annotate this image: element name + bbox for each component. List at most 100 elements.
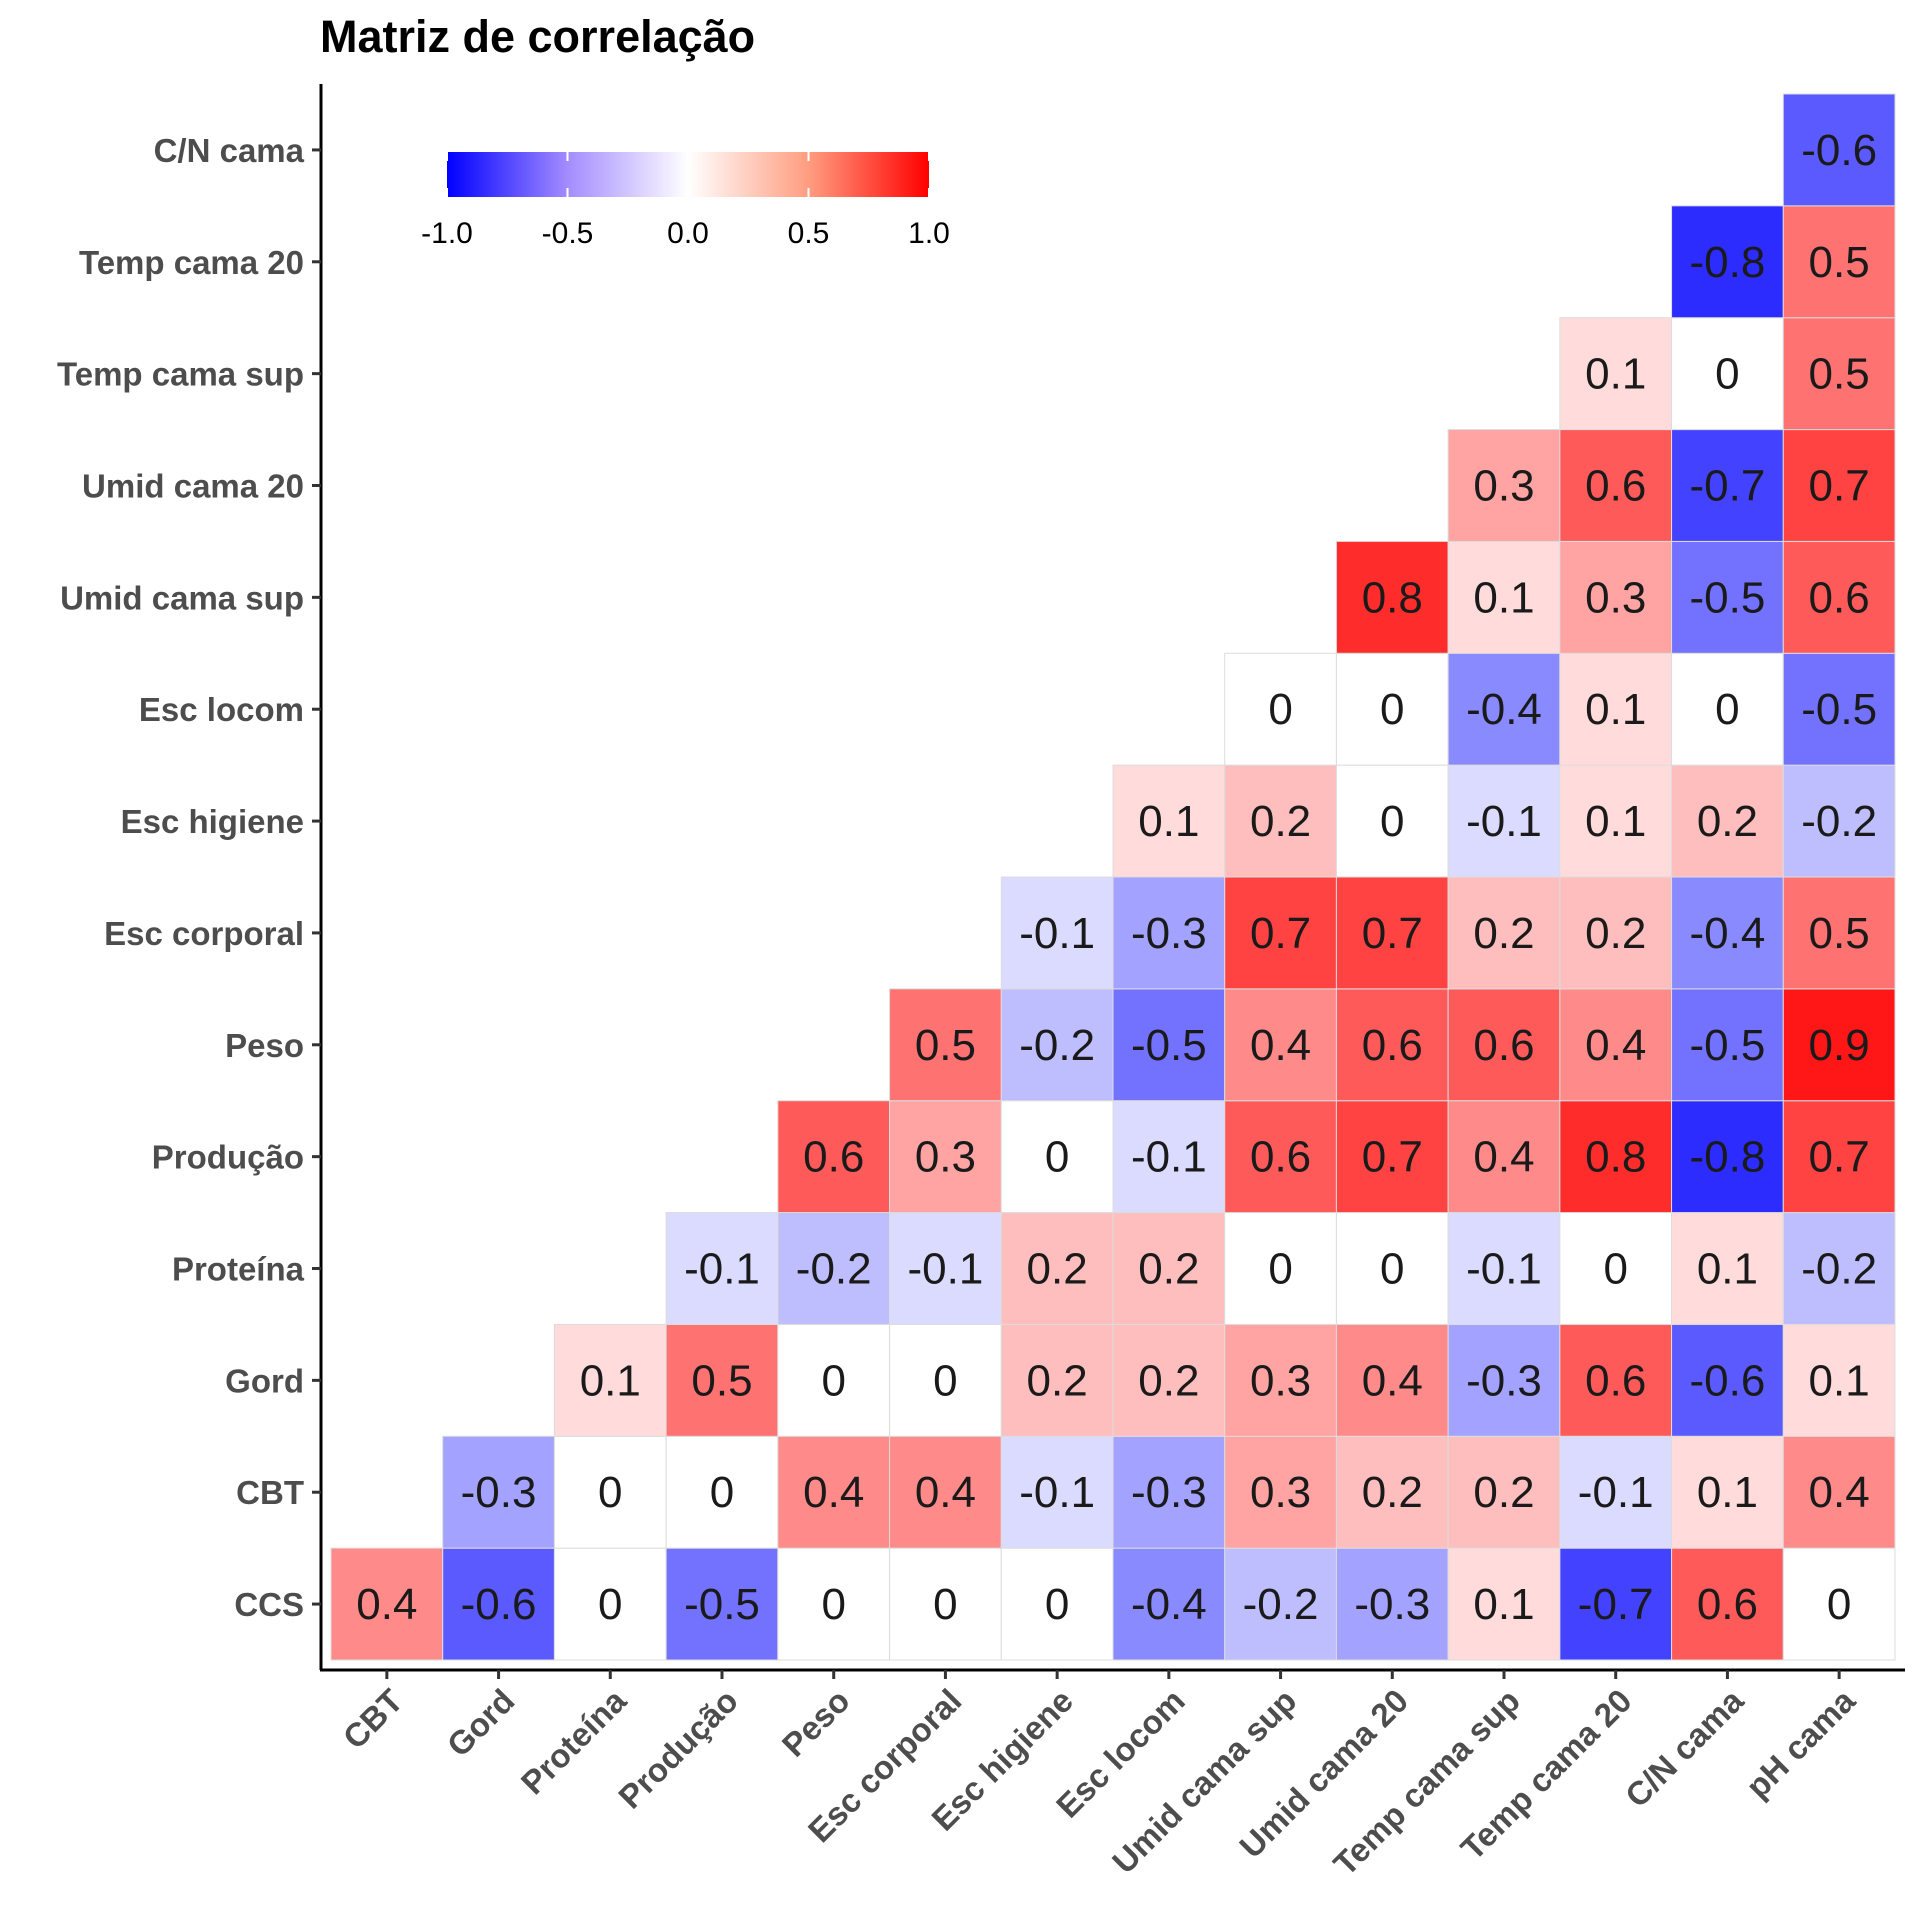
cell-value-label: 0.4 [1585,1021,1646,1070]
cell-value-label: 0 [933,1580,957,1629]
heatmap-cell [1112,1547,1226,1661]
cell-value-label: -0.2 [1801,797,1877,846]
cell-value-label: 0.1 [1473,1580,1534,1629]
x-tick-label: C/N cama [1618,1681,1751,1814]
cell-value-label: 0.7 [1362,909,1423,958]
x-tick-label: CBT [336,1682,410,1756]
heatmap-cell [1447,876,1561,990]
cell-value-label: 0.6 [1362,1021,1423,1070]
cell-value-label: -0.6 [1690,1356,1766,1405]
heatmap-cell [1671,652,1784,766]
heatmap-cell [1559,317,1673,431]
cell-value-label: 0.5 [1809,350,1870,399]
cell-value-label: 0.2 [1585,909,1646,958]
cell-value-label: 0.4 [1250,1021,1311,1070]
heatmap-cell [1000,1547,1114,1661]
heatmap-cell [1335,652,1449,766]
cell-value-label: -0.1 [1578,1468,1654,1517]
cell-value-label: -0.5 [684,1580,760,1629]
cell-value-label: -0.1 [1019,909,1095,958]
cell-value-label: -0.2 [1019,1021,1095,1070]
heatmap-cell [777,1547,891,1661]
cell-value-label: -0.5 [1801,685,1877,734]
cell-value-label: 0.1 [1473,573,1534,622]
cell-value-label: -0.1 [684,1245,760,1294]
cell-value-label: 0.2 [1138,1245,1199,1294]
y-tick-label: CCS [234,1586,304,1623]
cell-value-label: 0.1 [1697,1468,1758,1517]
cell-value-label: 0 [710,1468,734,1517]
heatmap-cell [1782,652,1896,766]
heatmap-cell [1782,988,1896,1102]
y-tick-label: Umid cama sup [60,579,304,616]
x-tick-label: pH cama [1739,1681,1863,1805]
legend-tick-label: -0.5 [542,217,594,250]
cell-value-label: -0.3 [461,1468,537,1517]
heatmap-cell [1671,1547,1784,1661]
cell-value-label: 0 [1045,1133,1069,1182]
heatmap-cell [1335,1435,1449,1549]
cell-value-label: -0.1 [1466,1245,1542,1294]
cell-value-label: 0.6 [1585,1356,1646,1405]
heatmap-cell [1447,429,1561,542]
legend-tick-label: 0.0 [667,217,709,250]
y-tick-label: Gord [225,1362,304,1399]
heatmap-cell [777,1435,891,1549]
heatmap-cell [1224,1212,1337,1325]
cell-value-label: 0.6 [1809,573,1870,622]
cell-value-label: -0.3 [1466,1356,1542,1405]
x-tick-label: Gord [440,1682,522,1764]
heatmap-cell [1112,988,1226,1102]
heatmap-cell [889,988,1002,1102]
cell-value-label: 0.2 [1138,1356,1199,1405]
heatmap-cell-labels: 0.4 -0.6 0 -0.5 0 0 0 -0.4 -0.2 -0.3 0.1 -0.7 0.6 0 -0… [356,126,1877,1629]
cell-value-label: 0 [933,1356,957,1405]
heatmap-cell [1112,1100,1226,1214]
cell-value-label: -0.8 [1690,1133,1766,1182]
cell-value-label: 0.1 [1809,1356,1870,1405]
heatmap-cell [1559,1435,1673,1549]
heatmap-cell [442,1547,555,1661]
cell-value-label: 0.1 [1697,1245,1758,1294]
heatmap-cell [777,1212,891,1325]
heatmap-cell [665,1323,779,1437]
x-tick-label: Peso [775,1682,857,1764]
x-tick-label: Proteína [514,1681,634,1801]
heatmap-cell [1782,540,1896,654]
heatmap-cell [1000,988,1114,1102]
cell-value-label: 0 [1268,1245,1292,1294]
heatmap-cell [1000,1435,1114,1549]
cell-value-label: -0.5 [1690,573,1766,622]
heatmap-cell [1447,652,1561,766]
heatmap-cell [1671,1212,1784,1325]
cell-value-label: 0.2 [1473,1468,1534,1517]
heatmap-cell [442,1435,555,1549]
cell-value-label: 0.2 [1250,797,1311,846]
cell-value-label: 0.3 [1250,1356,1311,1405]
heatmap-cell [1782,764,1896,878]
heatmap-cell [889,1212,1002,1325]
cell-value-label: 0.1 [1585,797,1646,846]
y-tick-labels: CCS CBT Gord Proteína Produção Peso Esc corpor… [57,132,321,1623]
heatmap-cell [1224,764,1337,878]
heatmap-cell [1782,1212,1896,1325]
y-tick-label: Peso [225,1027,304,1064]
cell-value-label: 0.4 [1362,1356,1423,1405]
chart-title: Matriz de correlação [320,11,755,62]
cell-value-label: 0.2 [1362,1468,1423,1517]
cell-value-label: -0.4 [1690,909,1766,958]
heatmap-cell [1224,1547,1337,1661]
cell-value-label: 0.1 [1138,797,1199,846]
heatmap-cell [1559,988,1673,1102]
cell-value-label: 0.7 [1809,462,1870,511]
y-tick-label: Esc higiene [121,803,304,840]
cell-value-label: -0.8 [1690,238,1766,287]
y-tick-label: Produção [152,1139,304,1176]
cell-value-label: 0.7 [1809,1133,1870,1182]
cell-value-label: -0.2 [1243,1580,1319,1629]
cell-value-label: 0.5 [915,1021,976,1070]
heatmap-cell [1782,876,1896,990]
cell-value-label: 0.3 [1473,462,1534,511]
